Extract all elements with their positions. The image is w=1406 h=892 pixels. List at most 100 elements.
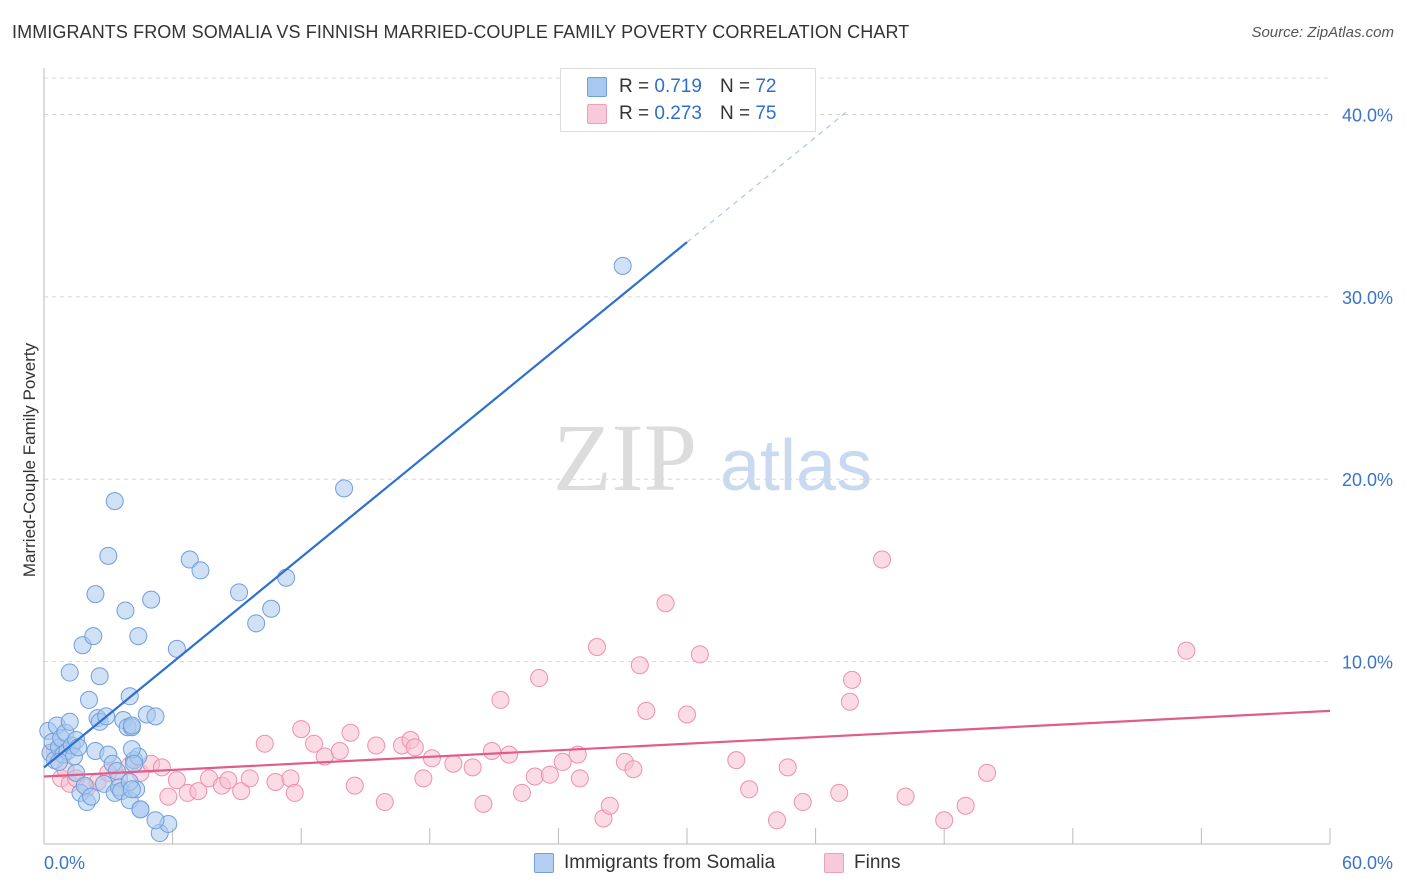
finns-point [830,783,849,802]
somalia-point [67,763,86,782]
somalia-point [80,690,99,709]
finns-point [570,769,589,788]
somalia-point [129,627,148,646]
bottom-legend-somalia: Immigrants from Somalia [534,852,775,874]
x-tick-label-min: 0.0% [44,853,85,873]
somalia-point [122,780,141,799]
finns-point [600,796,619,815]
somalia-point [69,738,88,757]
source-label: Source: ZipAtlas.com [1251,24,1394,41]
tick-labels: 10.0% 20.0% 30.0% 40.0% 0.0% 60.0% [44,105,1393,873]
finns-point [330,741,349,760]
finns-point [778,758,797,777]
finns-point [414,769,433,788]
finns-point [405,738,424,757]
legend-n-value-finns: 75 [755,103,777,124]
y-tick-label: 30.0% [1342,288,1393,308]
somalia-point [142,590,161,609]
finns-trend-line [43,709,1331,778]
bottom-swatch-somalia [534,853,554,873]
somalia-point [125,754,144,773]
legend-n-value-somalia: 72 [755,76,777,97]
finns-point [935,811,954,830]
finns-point [553,752,572,771]
finns-point [637,701,656,720]
somalia-trend-extension [686,110,849,243]
finns-point [285,783,304,802]
x-tick-label-max: 60.0% [1342,853,1393,873]
bottom-legend-label-finns: Finns [854,852,901,873]
finns-point [690,645,709,664]
finns-point [219,771,238,790]
finns-point [189,782,208,801]
somalia-point [122,716,141,735]
legend-r-label: R = [619,76,650,97]
legend-r-value-somalia: 0.719 [654,76,702,97]
y-tick-label: 20.0% [1342,470,1393,490]
y-axis-label: Married-Couple Family Poverty [20,342,39,578]
finns-point [624,760,643,779]
somalia-point [99,546,118,565]
finns-point [840,692,859,711]
y-tick-label: 10.0% [1342,653,1393,673]
chart-title: IMMIGRANTS FROM SOMALIA VS FINNISH MARRI… [12,22,910,42]
legend-row-finns: R = 0.273 N = 75 [587,102,776,126]
watermark-zip: ZIP [553,404,697,511]
finns-point [463,758,482,777]
bottom-legend-finns: Finns [824,852,900,874]
somalia-point [191,561,210,580]
finns-point [896,787,915,806]
finns-point [167,771,186,790]
somalia-point [90,667,109,686]
somalia-point [131,800,150,819]
somalia-point [105,492,124,511]
somalia-point [613,256,632,275]
finns-point [525,767,544,786]
finns-point [843,670,862,689]
finns-point [630,656,649,675]
somalia-point [116,601,135,620]
finns-point [727,751,746,770]
somalia-trend-line [43,241,688,769]
finns-point [292,720,311,739]
bottom-swatch-finns [824,853,844,873]
watermark-atlas: atlas [720,426,872,506]
legend-n-label: N = [719,103,751,124]
finns-point [768,811,787,830]
finns-point [240,769,259,788]
somalia-point [60,712,79,731]
somalia-point [167,639,186,658]
finns-point [367,736,386,755]
finns-point [678,705,696,724]
somalia-points [39,256,632,843]
correlation-legend: R = 0.719 N = 72 R = 0.273 N = 75 [560,68,816,132]
finns-point [232,782,251,801]
trend-lines [43,110,1331,778]
legend-n-label: N = [719,76,751,97]
finns-point [444,754,463,773]
finns-point [740,780,759,799]
finns-point [482,741,501,760]
legend-r-value-finns: 0.273 [654,103,702,124]
y-tick-label: 40.0% [1342,105,1393,125]
somalia-point [60,663,79,682]
somalia-point [146,707,165,726]
somalia-point [335,479,354,498]
finns-point [873,550,892,569]
finns-point [345,776,364,795]
grid [44,77,1330,663]
bottom-legend-label-somalia: Immigrants from Somalia [564,852,776,873]
somalia-point [247,614,266,633]
finns-point [793,793,812,812]
finns-point [341,723,360,742]
finns-point [500,745,519,764]
legend-swatch-somalia [587,77,607,97]
finns-point [978,763,997,782]
somalia-point [230,583,249,602]
somalia-point [82,787,101,806]
finns-point [587,638,606,657]
finns-point [530,669,549,688]
finns-point [152,758,171,777]
somalia-point [277,568,296,587]
